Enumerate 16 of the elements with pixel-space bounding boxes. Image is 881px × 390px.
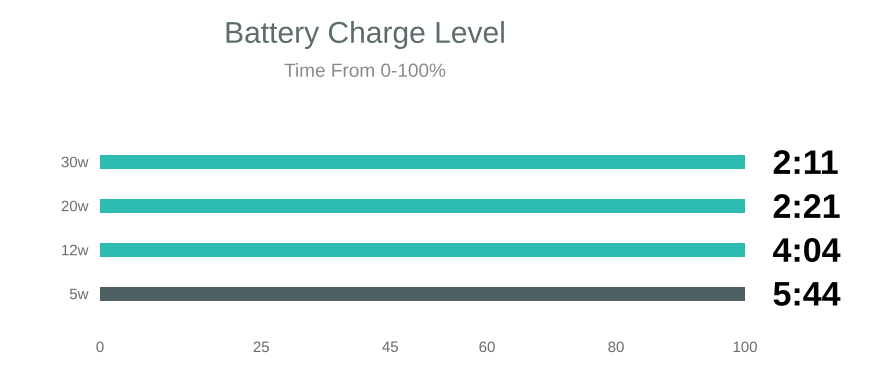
chart-title: Battery Charge Level [226, 21, 504, 49]
y-tick-label: 12w [62, 244, 89, 256]
x-tick-label: 0 [96, 342, 104, 352]
y-tick-label: 20w [62, 200, 89, 212]
x-tick-label: 80 [608, 342, 624, 352]
text: 2:11 [774, 150, 838, 174]
x-tick-label: 60 [479, 342, 495, 352]
y-tick-label: 30w [62, 156, 89, 168]
y-tick-label: 5w [70, 288, 89, 300]
text: 5:44 [774, 282, 840, 306]
chart-subtitle: Time From 0-100% [284, 63, 446, 77]
text: 2:21 [774, 194, 840, 218]
text: 4:04 [773, 238, 840, 262]
x-tick-label: 100 [734, 342, 757, 352]
x-tick-label: 25 [254, 342, 269, 352]
x-tick-label: 45 [382, 342, 398, 352]
